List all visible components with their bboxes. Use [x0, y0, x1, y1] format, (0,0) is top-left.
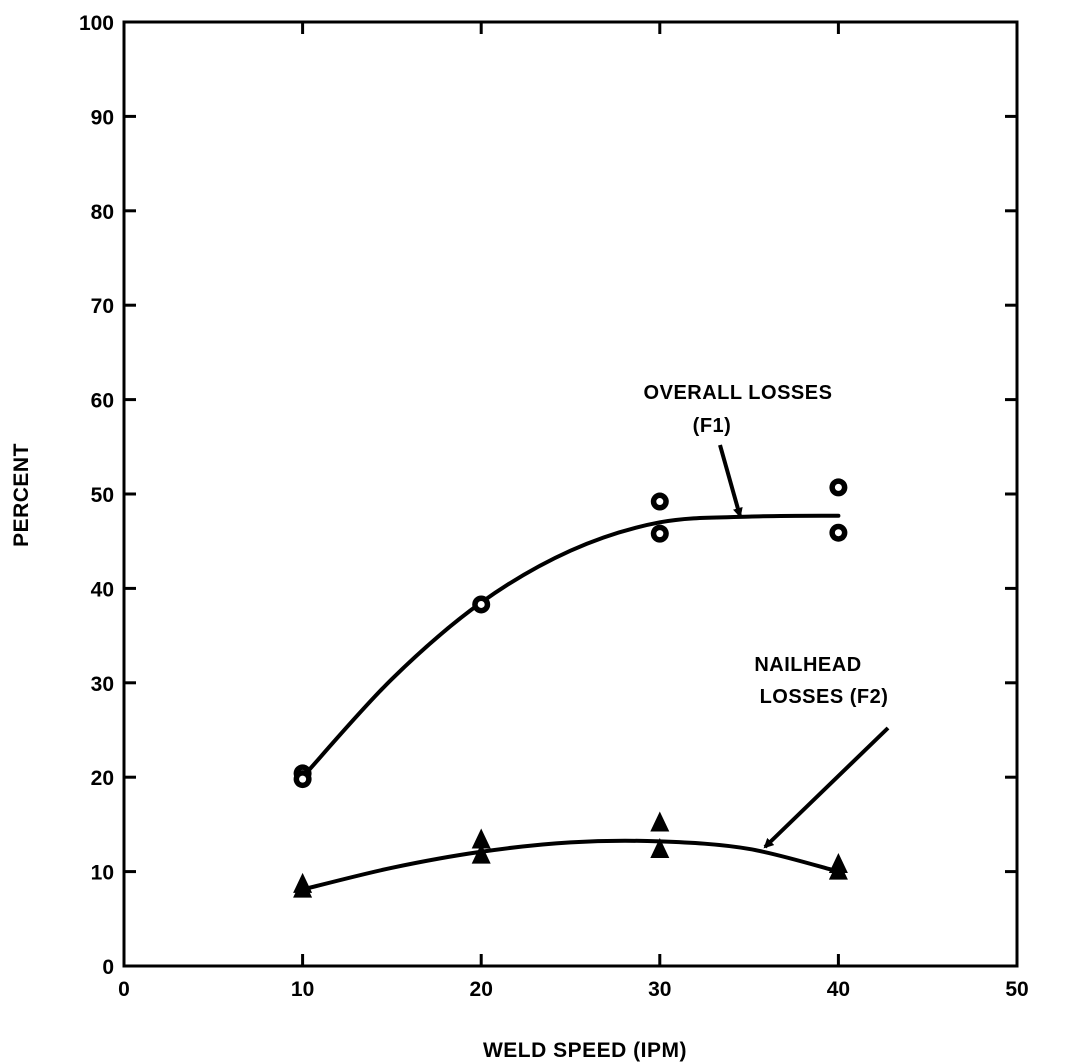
overall-losses-point	[829, 523, 848, 542]
y-tick-label: 0	[102, 956, 114, 979]
y-tick-label: 30	[91, 673, 114, 696]
axis-ticks: 0 10 20 30 40 50 0 10 20 30 40 50 60 70 80 90 100	[79, 12, 1029, 1001]
nailhead-losses-point	[293, 877, 313, 898]
overall-losses-point	[293, 770, 312, 789]
overall-losses-arrow	[718, 444, 743, 518]
annotation-overall-losses-line2: (F1)	[693, 415, 732, 437]
annotation-overall-losses-line1: OVERALL LOSSES	[644, 382, 833, 404]
x-tick-label: 30	[648, 978, 671, 1001]
plot-border	[122, 20, 1019, 968]
y-tick-label: 80	[91, 201, 114, 224]
y-tick-label: 60	[91, 390, 114, 413]
nailhead-losses-point	[828, 859, 848, 880]
y-axis-title: PERCENT	[10, 443, 33, 547]
x-tick-label: 0	[118, 978, 130, 1001]
overall-losses-curve	[300, 513, 841, 780]
x-axis-title: WELD SPEED (IPM)	[483, 1039, 687, 1062]
y-tick-label: 10	[91, 862, 114, 885]
nailhead-losses-curve	[300, 838, 841, 892]
point-inner	[299, 775, 307, 783]
overall-losses-point	[650, 492, 669, 511]
nailhead-losses-point	[650, 811, 670, 832]
plot-frame	[122, 20, 1019, 968]
point-inner	[834, 483, 842, 491]
overall-losses-point	[650, 524, 669, 543]
overall-losses-point	[829, 478, 848, 497]
x-tick-label: 20	[470, 978, 493, 1001]
y-tick-label: 70	[91, 295, 114, 318]
nailhead-losses-point	[650, 837, 670, 858]
y-tick-label: 100	[79, 12, 114, 35]
nailhead-losses-point	[471, 843, 491, 864]
annotations: OVERALL LOSSES (F1) NAILHEAD LOSSES (F2)	[644, 382, 890, 849]
y-tick-label: 20	[91, 767, 114, 790]
point-inner	[656, 498, 664, 506]
x-tick-label: 40	[827, 978, 850, 1001]
x-tick-label: 10	[291, 978, 314, 1001]
point-inner	[656, 530, 664, 538]
point-inner	[477, 600, 485, 608]
nailhead-losses-point	[471, 828, 491, 849]
annotation-nailhead-line2: LOSSES (F2)	[760, 686, 889, 708]
nailhead-losses-arrow	[763, 726, 890, 849]
y-tick-label: 90	[91, 106, 114, 129]
point-inner	[834, 529, 842, 537]
fit-curves	[300, 513, 841, 892]
data-points	[293, 478, 848, 898]
y-tick-label: 50	[91, 484, 114, 507]
y-tick-label: 40	[91, 578, 114, 601]
annotation-nailhead-line1: NAILHEAD	[754, 654, 861, 676]
overall-losses-point	[472, 595, 491, 614]
x-tick-label: 50	[1005, 978, 1028, 1001]
